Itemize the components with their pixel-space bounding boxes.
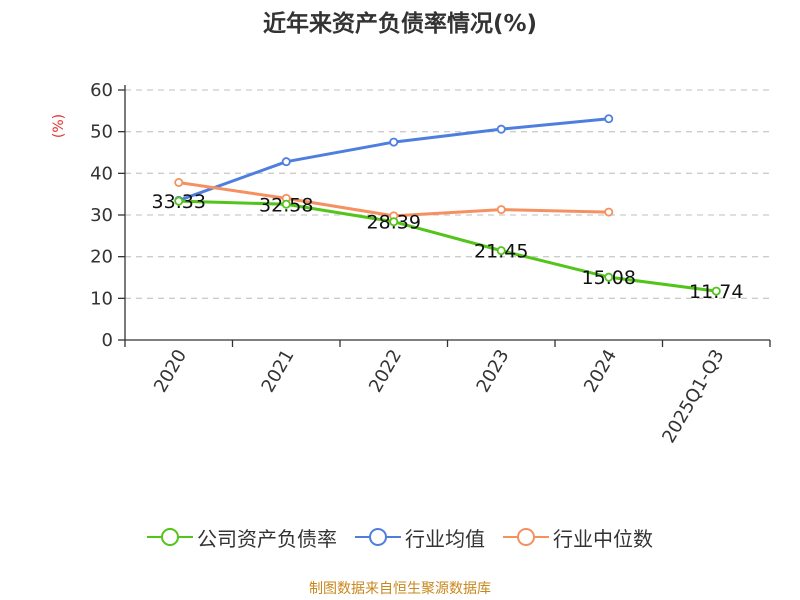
x-tick-label: 2025Q1-Q3 — [658, 346, 728, 447]
data-point — [174, 177, 184, 187]
legend-marker-icon — [147, 528, 193, 546]
y-tick-label: 20 — [90, 247, 113, 268]
data-point — [711, 286, 721, 296]
data-point — [281, 199, 291, 209]
data-point — [604, 114, 614, 124]
series-line — [178, 199, 717, 293]
y-tick-label: 30 — [90, 205, 113, 226]
data-label: 32.58 — [259, 194, 313, 216]
data-label: 15.08 — [582, 267, 636, 289]
x-tick-label: 2024 — [580, 346, 621, 396]
data-point — [281, 157, 291, 167]
y-tick-label: 10 — [90, 288, 113, 309]
data-point — [496, 124, 506, 134]
data-label: 28.39 — [367, 212, 421, 234]
legend-item[interactable]: 公司资产负债率 — [147, 523, 337, 552]
legend-marker-icon — [503, 528, 549, 546]
grid-lines — [125, 89, 770, 299]
legend-item[interactable]: 行业中位数 — [503, 523, 653, 552]
y-tick-label: 0 — [102, 330, 113, 351]
legend-item[interactable]: 行业均值 — [355, 523, 485, 552]
data-point — [604, 272, 614, 282]
legend-label: 行业中位数 — [553, 526, 653, 551]
data-point — [604, 207, 614, 217]
y-axis-unit: (%) — [51, 114, 67, 138]
data-label: 11.74 — [689, 281, 743, 303]
legend-marker-icon — [355, 528, 401, 546]
y-tick-label: 50 — [90, 122, 113, 143]
chart-title: 近年来资产负债率情况(%) — [262, 11, 538, 37]
data-label: 33.33 — [152, 191, 206, 213]
series-lines — [174, 114, 721, 296]
data-label: 21.45 — [474, 241, 528, 263]
data-point — [174, 196, 184, 206]
y-tick-label: 60 — [90, 80, 113, 101]
legend-label: 行业均值 — [405, 526, 485, 551]
x-tick-label: 2020 — [150, 346, 191, 396]
data-point — [389, 137, 399, 147]
x-tick-label: 2023 — [472, 346, 513, 396]
series-line — [178, 117, 609, 202]
x-tick-label: 2022 — [365, 346, 406, 396]
y-tick-label: 40 — [90, 163, 113, 184]
chart-legend: 公司资产负债率 行业均值 行业中位数 — [0, 520, 800, 554]
data-point — [496, 246, 506, 256]
data-labels: 33.33 32.58 28.39 21.45 15.08 11.74 — [152, 191, 744, 303]
data-point — [389, 217, 399, 227]
data-source-note: 制图数据来自恒生聚源数据库 — [309, 581, 491, 597]
axes: 0 10 20 30 40 50 60 (%) 2020 2021 2022 2023 2024 2025… — [51, 80, 771, 447]
legend-label: 公司资产负债率 — [197, 526, 337, 551]
x-tick-label: 2021 — [257, 346, 298, 396]
data-point — [496, 205, 506, 215]
